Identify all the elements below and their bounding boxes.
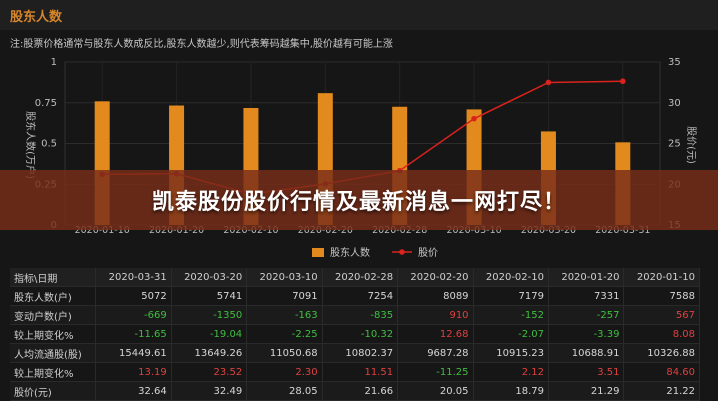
table-cell: 21.66 bbox=[322, 381, 399, 401]
table-cell: 10326.88 bbox=[623, 343, 700, 363]
chart-note: 注:股票价格通常与股东人数成反比,股东人数越少,则代表筹码越集中,股价越有可能上… bbox=[10, 39, 393, 50]
table-header-date: 2020-01-20 bbox=[548, 268, 625, 287]
x-tick-label: 2020-03-20 bbox=[521, 225, 576, 236]
table-cell: 3.51 bbox=[548, 362, 625, 382]
table-header-date: 2020-03-10 bbox=[246, 268, 323, 287]
table-cell: 11050.68 bbox=[246, 343, 323, 363]
table-cell: 8.08 bbox=[623, 324, 700, 344]
table-cell: 84.60 bbox=[623, 362, 700, 382]
y-left-tick-label: 0.5 bbox=[41, 139, 57, 150]
x-tick-label: 2020-02-20 bbox=[298, 225, 353, 236]
table-cell: 12.68 bbox=[397, 324, 474, 344]
table-row: 较上期变化% 13.19 23.52 2.30 11.51 -11.25 2.12 3.51 8… bbox=[10, 362, 700, 382]
x-tick-label: 2020-01-20 bbox=[149, 225, 204, 236]
table-cell: -3.39 bbox=[548, 324, 625, 344]
table-cell: -2.25 bbox=[246, 324, 323, 344]
table-cell: -10.32 bbox=[322, 324, 399, 344]
table-cell: -19.04 bbox=[171, 324, 248, 344]
table-cell: 7588 bbox=[623, 286, 700, 306]
y-right-tick-label: 25 bbox=[668, 139, 681, 150]
y-left-tick-label: 0.75 bbox=[35, 98, 57, 109]
table-cell: 2.12 bbox=[473, 362, 550, 382]
table-cell: 28.05 bbox=[246, 381, 323, 401]
table-cell: -669 bbox=[95, 305, 172, 325]
price-point-2020-03-31 bbox=[620, 78, 626, 85]
table-header-row: 指标\日期 2020-03-31 2020-03-20 2020-03-10 2020-… bbox=[10, 268, 700, 287]
table-cell: 18.79 bbox=[473, 381, 550, 401]
app-title: 股东人数 bbox=[10, 10, 63, 25]
y-left-axis-label: 股东人数(万户) bbox=[24, 111, 37, 179]
table-cell: 10688.91 bbox=[548, 343, 625, 363]
table-cell: 7179 bbox=[473, 286, 550, 306]
x-tick-label: 2020-01-10 bbox=[75, 225, 130, 236]
table-cell: -257 bbox=[548, 305, 625, 325]
table-cell: 8089 bbox=[397, 286, 474, 306]
row-label: 较上期变化% bbox=[10, 362, 97, 382]
table-cell: 567 bbox=[623, 305, 700, 325]
table-cell: -163 bbox=[246, 305, 323, 325]
table-header-date: 2020-03-31 bbox=[95, 268, 172, 287]
y-right-tick-label: 35 bbox=[668, 57, 681, 68]
row-label: 较上期变化% bbox=[10, 324, 97, 344]
table-cell: 7331 bbox=[548, 286, 625, 306]
table-cell: 20.05 bbox=[397, 381, 474, 401]
table-cell: 23.52 bbox=[171, 362, 248, 382]
row-label: 股东人数(户) bbox=[10, 286, 97, 306]
table-cell: 32.49 bbox=[171, 381, 248, 401]
table-cell: 9687.28 bbox=[397, 343, 474, 363]
table-cell: -835 bbox=[322, 305, 399, 325]
table-header-date: 2020-01-10 bbox=[623, 268, 700, 287]
table-cell: -2.07 bbox=[473, 324, 550, 344]
table-cell: -11.25 bbox=[397, 362, 474, 382]
table-cell: 32.64 bbox=[95, 381, 172, 401]
table-row: 股价(元) 32.64 32.49 28.05 21.66 20.05 18.79 21.29… bbox=[10, 381, 700, 401]
x-tick-label: 2020-02-28 bbox=[372, 225, 427, 236]
title-bar: 股东人数 bbox=[0, 0, 718, 30]
y-right-axis-label: 股价(元) bbox=[685, 126, 697, 164]
table-header-label: 指标\日期 bbox=[10, 268, 97, 287]
headline-text: 凯泰股份股价行情及最新消息一网打尽！ bbox=[151, 190, 566, 215]
y-right-tick-label: 30 bbox=[668, 98, 681, 109]
x-tick-label: 2020-02-10 bbox=[223, 225, 278, 236]
table-row: 变动户数(户) -669 -1350 -163 -835 910 -152 -257 567 bbox=[10, 305, 700, 325]
table-cell: 7091 bbox=[246, 286, 323, 306]
y-left-tick-label: 1 bbox=[51, 57, 57, 68]
table-cell: 13649.26 bbox=[171, 343, 248, 363]
table-cell: 5072 bbox=[95, 286, 172, 306]
table-cell: -1350 bbox=[171, 305, 248, 325]
table-cell: 2.30 bbox=[246, 362, 323, 382]
table-header-date: 2020-02-28 bbox=[322, 268, 399, 287]
table-row: 股东人数(户) 5072 5741 7091 7254 8089 7179 7331 7588 bbox=[10, 286, 700, 306]
table-cell: 21.29 bbox=[548, 381, 625, 401]
table-cell: 910 bbox=[397, 305, 474, 325]
legend-line-marker bbox=[399, 249, 405, 255]
x-tick-label: 2020-03-10 bbox=[446, 225, 501, 236]
legend-line-label: 股价 bbox=[418, 247, 438, 259]
row-label: 人均流通股(股) bbox=[10, 343, 97, 363]
table-cell: -11.65 bbox=[95, 324, 172, 344]
legend-bar-label: 股东人数 bbox=[330, 246, 370, 259]
table-cell: 5741 bbox=[171, 286, 248, 306]
legend-bar-swatch bbox=[312, 248, 324, 257]
headline-banner: 凯泰股份股价行情及最新消息一网打尽！ bbox=[0, 170, 718, 230]
table-header-date: 2020-02-10 bbox=[473, 268, 550, 287]
table-cell: 7254 bbox=[322, 286, 399, 306]
x-tick-label: 2020-03-31 bbox=[595, 225, 650, 236]
table-header-date: 2020-03-20 bbox=[171, 268, 248, 287]
shareholder-table: 指标\日期 2020-03-31 2020-03-20 2020-03-10 2020-… bbox=[10, 268, 700, 401]
table-row: 较上期变化% -11.65 -19.04 -2.25 -10.32 12.68 -2.07-… bbox=[10, 324, 700, 344]
table-cell: 15449.61 bbox=[95, 343, 172, 363]
table-cell: 13.19 bbox=[95, 362, 172, 382]
price-point-2020-03-20 bbox=[545, 79, 552, 86]
table-header-date: 2020-02-20 bbox=[397, 268, 474, 287]
row-label: 股价(元) bbox=[10, 381, 97, 401]
price-point-2020-03-10 bbox=[471, 115, 477, 122]
table-row: 人均流通股(股) 15449.61 13649.26 11050.68 10802.37… bbox=[10, 343, 700, 363]
table-cell: 11.51 bbox=[322, 362, 399, 382]
table-cell: 10802.37 bbox=[322, 343, 399, 363]
table-cell: 10915.23 bbox=[473, 343, 550, 363]
table-cell: -152 bbox=[473, 305, 550, 325]
row-label: 变动户数(户) bbox=[10, 305, 97, 325]
table-cell: 21.22 bbox=[623, 381, 700, 401]
